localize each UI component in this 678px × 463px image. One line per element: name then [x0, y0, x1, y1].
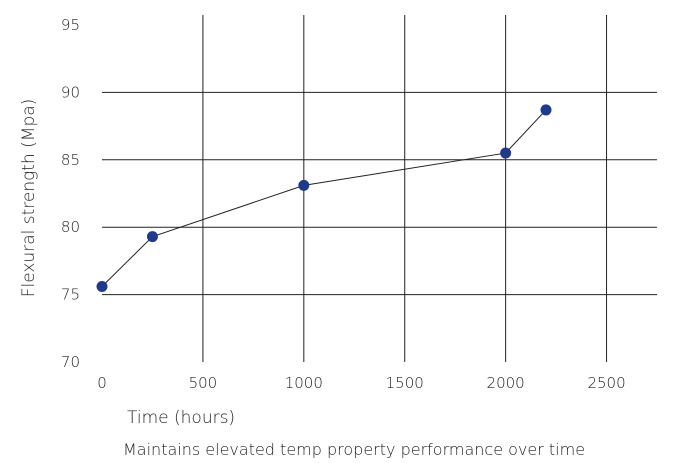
data-point [146, 231, 158, 243]
data-point [96, 281, 108, 293]
x-tick-label: 2000 [487, 374, 525, 392]
x-tick-label: 1500 [386, 374, 424, 392]
y-tick-label: 95 [61, 16, 80, 34]
series-group [96, 104, 552, 293]
y-tick-labels: 70 75 80 85 90 95 [61, 16, 80, 371]
y-axis-title: Flexural strength (Mpa) [19, 99, 39, 298]
y-tick-label: 70 [61, 353, 80, 371]
x-tick-label: 500 [189, 374, 218, 392]
x-axis-title: Time (hours) [127, 408, 235, 428]
data-point [500, 147, 512, 159]
x-tick-labels: 0 500 1000 1500 2000 2500 [97, 374, 625, 392]
data-point [298, 179, 310, 191]
x-tick-label: 0 [97, 374, 107, 392]
x-tick-label: 2500 [587, 374, 625, 392]
series-line [101, 109, 547, 287]
y-tick-label: 80 [61, 218, 80, 236]
grid-lines [102, 15, 657, 362]
data-point [540, 104, 552, 116]
y-tick-label: 75 [61, 286, 80, 304]
y-tick-label: 85 [61, 151, 80, 169]
y-tick-label: 90 [61, 83, 80, 101]
chart-caption: Maintains elevated temp property perform… [123, 440, 585, 459]
x-tick-label: 1000 [285, 374, 323, 392]
